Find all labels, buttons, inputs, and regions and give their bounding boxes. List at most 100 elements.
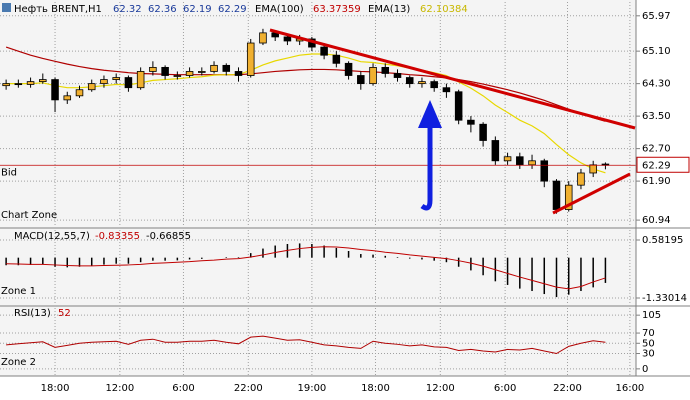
candle-body [161,66,169,76]
rsi-line [6,335,606,355]
y-tick-label: 62.70 [642,144,671,155]
x-tick-label: 18:00 [361,383,390,394]
plot-background [0,0,636,376]
rsi-header: RSI(13) 52 [14,308,71,319]
candle-body [26,81,35,85]
zone-label: Zone 1 [1,286,36,297]
y-tick-label: 64.30 [642,79,671,90]
x-tick-label: 12:00 [105,383,134,394]
rsi-title: RSI(13) [14,308,51,319]
y-tick-label: 65.10 [642,46,671,57]
icon [2,3,11,12]
high: 62.36 [148,4,177,15]
bid-box [636,156,690,173]
bid-price: 62.29 [642,160,671,171]
x-tick-label: 6:00 [494,383,516,394]
candle-body [222,64,231,72]
candle-body [393,73,402,78]
candle-body [198,71,206,73]
ema-line [6,53,606,174]
macd-header: MACD(12,55,7) -0.83355 -0.66855 [14,231,191,242]
x-tick-label: 12:00 [426,383,455,394]
candle-body [344,62,353,76]
candle-body [332,54,341,64]
trend-line [552,172,631,215]
candle-body [210,64,218,72]
candle-body [283,36,292,42]
candle-body [540,160,549,182]
candle-body [454,91,463,121]
rsi-value: 52 [58,308,71,319]
candle-body [51,79,59,101]
symbol: Нефть BRENT,H1 [14,4,102,15]
y-tick-label: 0.58195 [642,235,683,246]
candle-body [564,184,573,210]
y-tick-label: 0 [642,364,648,375]
candle-body [149,66,157,72]
y-tick-label: 50 [642,338,655,349]
candle-body [39,79,47,83]
arrow-head [418,100,442,128]
candle-body [589,164,597,174]
low: 62.19 [183,4,212,15]
x-tick-label: 18:00 [41,383,70,394]
legend-value: 62.10384 [420,4,468,15]
candle-body [136,71,145,89]
candle-body [100,79,108,85]
y-tick-label: -1.33014 [642,293,687,304]
candle-body [63,95,72,101]
x-tick-label: 16:00 [615,383,644,394]
candle-body [14,83,23,86]
candle-body [528,160,536,166]
candle-body [503,156,512,162]
legend-name: EMA(100) [255,4,304,15]
candle-body [246,42,255,76]
candle-body [381,66,390,74]
candle-body [430,81,438,89]
candle-body [124,77,133,89]
candle-body [369,66,377,85]
x-tick-label: 22:00 [234,383,263,394]
x-tick-label: 6:00 [172,383,194,394]
y-tick-label: 63.50 [642,111,671,122]
candle-body [87,83,96,91]
candle-body [259,32,267,44]
signal-line [6,246,606,290]
signal-value: -0.66855 [146,231,191,242]
candle-body [491,140,500,162]
zone-label: Chart Zone [1,210,57,221]
candle-body [405,77,414,85]
open: 62.32 [113,4,142,15]
arrow [420,124,433,211]
candle-body [442,87,451,93]
y-tick-label: 105 [642,310,661,321]
trend-line [269,28,636,130]
candle-body [479,123,487,141]
candle-body [467,119,475,125]
legend-value: 63.37359 [313,4,361,15]
x-tick-label: 19:00 [297,383,326,394]
candle-body [75,89,84,97]
legend-name: EMA(13) [368,4,410,15]
candle-body [516,156,524,166]
candle-body [552,180,561,210]
y-tick-label: 70 [642,328,655,339]
candle-body [112,77,120,80]
y-tick-label: 61.90 [642,176,671,187]
candle-body [577,172,585,186]
candle-body [418,81,426,85]
bid-label: Bid [1,167,17,178]
candle-body [173,75,182,77]
header: Нефть BRENT,H1 62.32 62.36 62.19 62.29 E… [14,4,468,15]
macd-title: MACD(12,55,7) [14,231,90,242]
x-tick-label: 22:00 [553,383,582,394]
candle-body [357,75,365,85]
ema-line [5,46,606,122]
zone-label: Zone 2 [1,357,36,368]
macd-value: -0.83355 [95,231,140,242]
y-tick-label: 65.97 [642,11,671,22]
candle-body [185,71,194,76]
y-tick-label: 30 [642,349,655,360]
